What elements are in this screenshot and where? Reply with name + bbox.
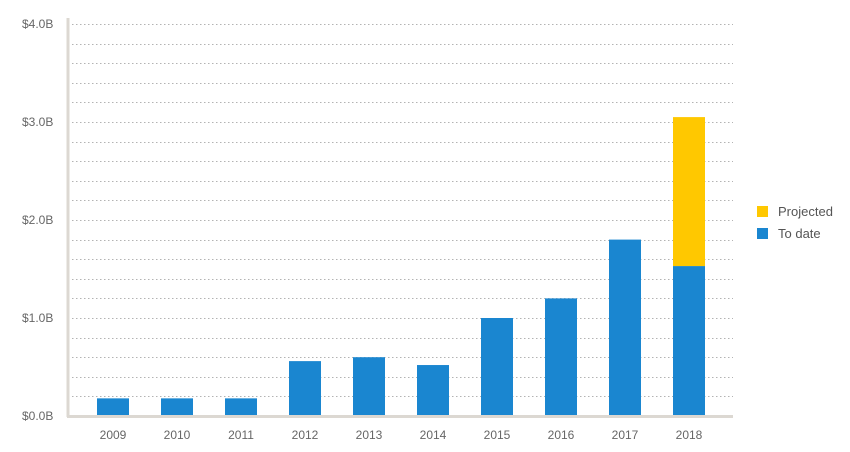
y-tick-label: $3.0B (22, 115, 53, 129)
y-tick-label: $2.0B (22, 213, 53, 227)
bar-to-date-2012 (289, 361, 321, 416)
bar-to-date-2009 (97, 398, 129, 416)
bar-to-date-2013 (353, 357, 385, 416)
x-tick-label: 2016 (548, 428, 575, 442)
x-tick-label: 2017 (612, 428, 639, 442)
bar-projected-2018 (673, 117, 705, 267)
legend-label-projected: Projected (778, 204, 833, 219)
x-tick-label: 2009 (100, 428, 127, 442)
x-tick-label: 2013 (356, 428, 383, 442)
y-tick-labels: $0.0B $1.0B $2.0B $3.0B $4.0B (22, 17, 53, 423)
bar-to-date-2010 (161, 398, 193, 416)
bar-to-date-2018 (673, 266, 705, 416)
y-tick-label: $0.0B (22, 409, 53, 423)
bar-to-date-2015 (481, 318, 513, 416)
x-tick-label: 2018 (676, 428, 703, 442)
bar-to-date-2016 (545, 298, 577, 416)
x-tick-labels: 2009 2010 2011 2012 2013 2014 2015 2016 2017 2018 (100, 428, 703, 442)
x-tick-label: 2011 (228, 428, 254, 442)
legend-swatch-projected (757, 206, 768, 217)
bar-to-date-2014 (417, 365, 449, 416)
axes (66, 18, 733, 418)
x-tick-label: 2012 (292, 428, 319, 442)
legend-swatch-to-date (757, 228, 768, 239)
x-tick-label: 2014 (420, 428, 447, 442)
bar-to-date-2011 (225, 398, 257, 416)
legend-label-to-date: To date (778, 226, 821, 241)
x-tick-label: 2010 (164, 428, 191, 442)
y-tick-label: $1.0B (22, 311, 53, 325)
x-tick-label: 2015 (484, 428, 511, 442)
bar-to-date-2017 (609, 239, 641, 416)
bars (97, 117, 705, 416)
y-tick-label: $4.0B (22, 17, 53, 31)
legend: Projected To date (757, 204, 833, 241)
